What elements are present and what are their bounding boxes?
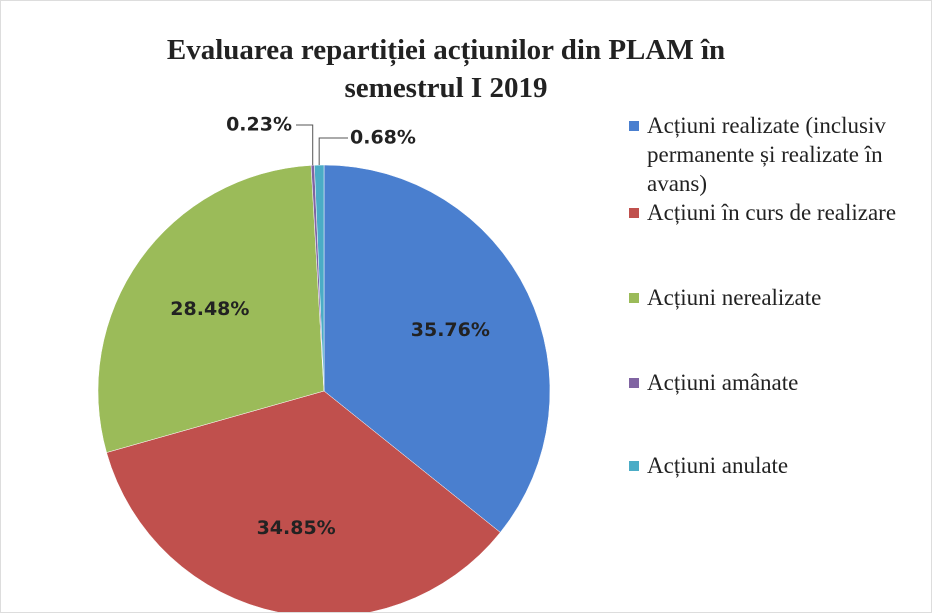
data-label: 28.48% [170, 298, 249, 320]
legend-label: Acțiuni anulate [647, 453, 789, 478]
legend-label: Acțiuni nerealizate [647, 285, 822, 310]
legend-swatch [629, 208, 639, 218]
legend-entry: Acțiuni amânate [629, 368, 931, 397]
legend-label: Acțiuni realizate (inclusiv permanente ș… [647, 113, 886, 196]
legend-swatch [629, 293, 639, 303]
data-label: 0.23% [226, 114, 292, 136]
legend-swatch [629, 378, 639, 388]
pie-slice [97, 165, 325, 453]
data-label: 34.85% [257, 517, 336, 539]
legend-entry: Acțiuni realizate (inclusiv permanente ș… [629, 111, 931, 198]
chart-title: Evaluarea repartiției acțiunilor din PLA… [166, 34, 726, 104]
legend-swatch [629, 121, 639, 131]
legend-entry: Acțiuni în curs de realizare [629, 198, 931, 227]
data-label: 35.76% [411, 319, 490, 341]
data-label: 0.68% [350, 127, 416, 149]
legend-swatch [629, 461, 639, 471]
legend-label: Acțiuni amânate [647, 370, 799, 395]
leader-line [318, 137, 348, 166]
legend-entry: Acțiuni anulate [629, 451, 931, 480]
pie-slice [323, 164, 551, 533]
leader-line [296, 124, 314, 166]
legend-label: Acțiuni în curs de realizare [647, 200, 897, 225]
legend-entry: Acțiuni nerealizate [629, 283, 931, 312]
pie-slice [106, 390, 501, 612]
